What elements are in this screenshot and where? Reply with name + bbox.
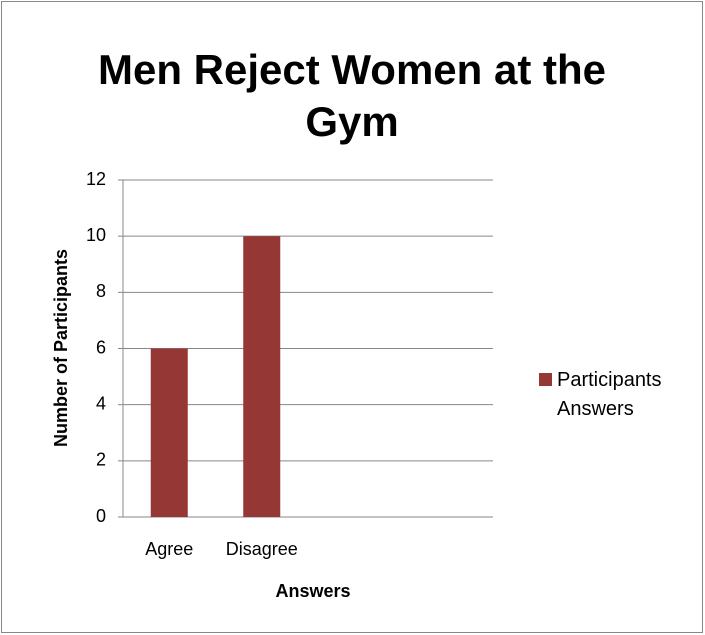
y-tick-label: 8 bbox=[96, 281, 106, 301]
x-tick-label: Disagree bbox=[226, 539, 298, 559]
bar bbox=[150, 348, 188, 517]
bar bbox=[243, 236, 281, 517]
y-tick-label: 10 bbox=[86, 225, 106, 245]
y-tick-label: 12 bbox=[86, 169, 106, 189]
y-tick-label: 4 bbox=[96, 393, 106, 413]
y-tick-label: 0 bbox=[96, 506, 106, 526]
x-tick-label: Agree bbox=[145, 539, 193, 559]
y-axis-title: Number of Participants bbox=[51, 249, 71, 447]
x-axis-title: Answers bbox=[275, 581, 350, 601]
chart-title: Men Reject Women at the Gym bbox=[98, 46, 606, 145]
legend-label: Participants Answers bbox=[557, 369, 662, 420]
y-tick-label: 2 bbox=[96, 450, 106, 470]
y-tick-label: 6 bbox=[96, 337, 106, 357]
legend-swatch bbox=[539, 373, 552, 386]
